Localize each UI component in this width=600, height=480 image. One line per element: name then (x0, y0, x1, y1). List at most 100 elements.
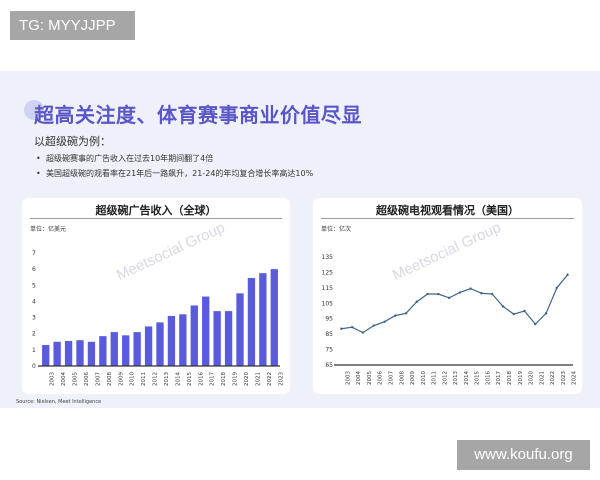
tv-viewing-chart-card: 超级碗电视观看情况（美国） 单位：亿次 Meetsocial Group 65 7… (313, 198, 582, 394)
bar (99, 336, 107, 366)
bullet-item: • 超级碗赛事的广告收入在过去10年期间翻了4倍 (36, 154, 214, 163)
title-divider (321, 218, 574, 219)
y-tick-label: 85 (325, 331, 333, 338)
x-tick-label: 2021 (539, 371, 545, 385)
bullet-text: 美国超级碗的观看率在21年后一路飙升，21-24的年均复合增长率高达10% (46, 169, 314, 178)
bar (190, 305, 198, 366)
y-tick-label: 7 (32, 250, 36, 257)
y-tick-label: 5 (32, 282, 36, 289)
data-point (404, 312, 408, 315)
y-tick-label: 65 (325, 362, 333, 369)
x-tick-label: 2011 (432, 371, 438, 385)
x-tick-label: 2023 (278, 372, 284, 386)
data-point (566, 273, 569, 276)
data-point (350, 326, 354, 329)
x-tick-label: 2018 (507, 371, 513, 385)
line-chart: 65 75 85 95 105 115 125 135 2003 2004 2005 2006 2007… (322, 254, 578, 385)
slide-title: 超高关注度、体育赛事商业价值尽显 (34, 103, 362, 127)
data-point (361, 331, 365, 334)
y-tick-label: 6 (32, 266, 36, 273)
chart-title: 超级碗广告收入（全球） (95, 204, 217, 217)
x-tick-label: 2006 (378, 371, 384, 385)
x-tick-label: 2007 (95, 372, 101, 386)
x-tick-label: 2006 (84, 372, 90, 386)
top-watermark: TG: MYYJJPP (10, 11, 135, 40)
data-point (523, 309, 526, 313)
x-tick-label: 2017 (496, 371, 502, 385)
bar (122, 335, 130, 366)
x-tick-label: 2005 (367, 371, 373, 385)
x-tick-label: 2003 (50, 372, 56, 386)
y-tick-label: 135 (322, 254, 334, 261)
x-tick-label: 2024 (572, 371, 578, 385)
bar (156, 322, 164, 366)
data-point (555, 286, 559, 290)
data-point (437, 292, 440, 296)
bar (247, 278, 256, 366)
bullet-item: • 美国超级碗的观看率在21年后一路飙升，21-24的年均复合增长率高达10% (36, 169, 314, 178)
x-tick-label: 2008 (399, 371, 405, 385)
x-tick-label: 2004 (356, 371, 362, 385)
x-tick-label: 2019 (233, 372, 239, 386)
bullet-text: 超级碗赛事的广告收入在过去10年期间翻了4倍 (46, 154, 214, 163)
bar (224, 311, 233, 366)
title-divider (30, 218, 282, 219)
bar (259, 273, 267, 366)
bottom-watermark: www.koufu.org (457, 440, 590, 470)
x-tick-label: 2020 (529, 371, 535, 385)
x-tick-label: 2016 (198, 372, 204, 386)
x-tick-label: 2023 (561, 371, 567, 385)
data-point (372, 324, 375, 327)
bar (202, 296, 210, 366)
y-tick-label: 125 (322, 269, 334, 276)
bar-chart: 0 1 2 3 4 5 6 7 2003 2004 2005 2006 2007 2008 2009 2010… (32, 250, 284, 386)
bar (179, 314, 187, 366)
x-tick-label: 2003 (345, 371, 351, 385)
chart-title: 超级碗电视观看情况（美国） (376, 204, 519, 217)
y-tick-label: 105 (322, 300, 334, 307)
x-tick-label: 2010 (421, 371, 427, 385)
x-tick-label: 2014 (175, 372, 181, 386)
bar (236, 293, 244, 366)
source-note: Source: Nielsen, Meet Intelligence (16, 399, 102, 405)
bar (42, 345, 50, 366)
x-tick-label: 2019 (518, 371, 524, 385)
data-point (426, 292, 429, 296)
y-tick-label: 2 (32, 331, 36, 338)
data-point (394, 314, 397, 317)
y-tick-label: 4 (32, 298, 36, 305)
x-tick-label: 2022 (267, 372, 273, 386)
x-tick-label: 2021 (255, 372, 261, 386)
x-tick-label: 2010 (130, 372, 136, 386)
bar (64, 340, 73, 366)
data-point (340, 327, 343, 330)
bar (110, 332, 118, 366)
x-tick-label: 2015 (187, 372, 193, 386)
data-point (469, 287, 472, 290)
data-point (501, 305, 505, 308)
decor-circle (24, 100, 44, 120)
data-point (447, 296, 451, 300)
y-tick-label: 0 (32, 363, 36, 370)
bar (213, 311, 221, 366)
data-point (512, 312, 515, 316)
y-tick-label: 115 (322, 285, 334, 292)
bar (133, 332, 141, 366)
x-tick-label: 2009 (118, 372, 124, 386)
x-tick-label: 2013 (453, 371, 459, 385)
bar (76, 340, 84, 366)
x-tick-label: 2009 (410, 371, 416, 385)
x-tick-label: 2016 (485, 371, 491, 385)
data-point (383, 320, 386, 323)
y-tick-label: 75 (325, 347, 333, 354)
x-tick-label: 2015 (475, 371, 481, 385)
x-tick-label: 2005 (73, 372, 79, 386)
x-tick-label: 2013 (164, 372, 170, 386)
data-point (415, 300, 418, 303)
bar (167, 315, 176, 366)
series-line (341, 274, 569, 334)
x-tick-label: 2020 (244, 372, 250, 386)
bar (270, 269, 278, 366)
data-point (458, 291, 462, 294)
